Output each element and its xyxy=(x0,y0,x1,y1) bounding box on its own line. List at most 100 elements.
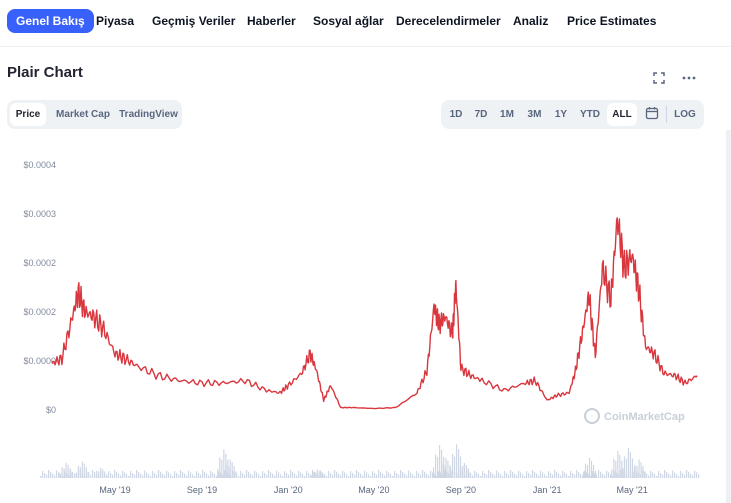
volume-bar xyxy=(227,466,229,478)
volume-bar xyxy=(690,473,692,478)
tab-ratings[interactable]: Derecelendirmeler xyxy=(396,14,501,28)
volume-bar xyxy=(656,476,658,478)
tab-divider xyxy=(0,46,731,47)
volume-bar xyxy=(692,475,694,478)
volume-bar xyxy=(278,472,280,478)
range-1m[interactable]: 1M xyxy=(500,109,514,120)
volume-bar xyxy=(486,474,488,478)
x-tick-label: May '19 xyxy=(99,485,130,495)
volume-bar xyxy=(588,474,590,478)
range-log[interactable]: LOG xyxy=(674,109,696,120)
volume-bar xyxy=(664,470,666,478)
volume-bar xyxy=(418,473,420,478)
volume-bar xyxy=(394,471,396,478)
volume-bar xyxy=(682,473,684,478)
volume-bar xyxy=(506,473,508,478)
volume-bar xyxy=(564,472,566,478)
volume-bar xyxy=(196,471,198,478)
volume-bar xyxy=(615,460,617,478)
volume-bar xyxy=(322,475,324,478)
x-tick-label: Sep '20 xyxy=(446,485,476,495)
volume-bar xyxy=(618,474,620,478)
volume-bar xyxy=(286,473,288,478)
volume-bar xyxy=(192,474,194,478)
volume-bar xyxy=(280,474,282,478)
view-tradingview-tab[interactable]: TradingView xyxy=(119,109,178,120)
volume-bar xyxy=(364,470,366,478)
calendar-icon[interactable] xyxy=(640,103,664,126)
volume-bar xyxy=(223,472,225,478)
volume-bar xyxy=(206,473,208,478)
volume-bar xyxy=(340,475,342,478)
tab-price-estimates[interactable]: Price Estimates xyxy=(567,14,657,28)
volume-bar xyxy=(102,469,104,478)
volume-bar xyxy=(518,470,520,478)
volume-bar xyxy=(408,470,410,478)
volume-bar xyxy=(670,475,672,478)
volume-bar xyxy=(461,468,463,478)
volume-bar xyxy=(694,470,696,478)
volume-bar xyxy=(352,473,354,478)
volume-bar xyxy=(443,465,445,478)
view-market-cap-tab[interactable]: Market Cap xyxy=(56,109,110,120)
volume-bar xyxy=(372,471,374,478)
view-price-tab[interactable]: Price xyxy=(10,103,46,126)
volume-bar xyxy=(606,470,608,478)
volume-bar xyxy=(412,474,414,478)
volume-bar xyxy=(146,472,148,478)
volume-bar xyxy=(231,462,233,478)
volume-bar xyxy=(457,473,459,478)
volume-bar xyxy=(436,476,438,478)
volume-bar xyxy=(246,470,248,478)
volume-bar xyxy=(613,458,615,478)
watermark: CoinMarketCap xyxy=(584,408,685,424)
more-icon[interactable] xyxy=(680,69,698,87)
volume-bar xyxy=(198,473,200,478)
volume-bar xyxy=(588,457,591,478)
range-ytd[interactable]: YTD xyxy=(580,109,600,120)
volume-bar xyxy=(648,475,650,478)
volume-bar xyxy=(316,469,318,478)
volume-bar xyxy=(596,474,598,478)
tab-news[interactable]: Haberler xyxy=(247,14,296,28)
tab-analysis[interactable]: Analiz xyxy=(513,14,549,28)
volume-bar xyxy=(490,471,492,478)
volume-bar xyxy=(698,474,700,478)
volume-bar xyxy=(116,471,118,478)
tab-social[interactable]: Sosyal ağlar xyxy=(313,14,384,28)
range-3m[interactable]: 3M xyxy=(527,109,542,120)
volume-bar xyxy=(200,474,202,478)
volume-bar xyxy=(582,471,585,478)
volume-bar xyxy=(432,467,435,478)
volume-bar xyxy=(270,471,272,478)
range-1y[interactable]: 1Y xyxy=(554,109,568,120)
y-tick-label: $0.0002 xyxy=(23,258,56,268)
volume-bar xyxy=(447,460,449,478)
volume-bar xyxy=(540,470,542,478)
tab-overview[interactable]: Genel Bakış xyxy=(7,9,94,33)
tab-historical-data[interactable]: Geçmiş Veriler xyxy=(152,14,236,28)
y-tick-label: $0.0000 xyxy=(23,356,56,366)
scrollbar[interactable] xyxy=(726,130,731,503)
volume-bar xyxy=(67,465,69,478)
volume-bar xyxy=(294,473,296,478)
fullscreen-icon[interactable] xyxy=(650,69,668,87)
volume-bar xyxy=(320,472,322,478)
volume-bar xyxy=(216,476,218,478)
range-1d[interactable]: 1D xyxy=(449,109,463,120)
volume-bar xyxy=(266,474,268,478)
volume-bar xyxy=(142,475,144,478)
tab-market[interactable]: Piyasa xyxy=(96,14,135,28)
volume-bar xyxy=(476,472,478,478)
range-all[interactable]: ALL xyxy=(607,103,637,126)
volume-bar xyxy=(386,470,388,478)
volume-bar xyxy=(592,471,594,478)
volume-bar xyxy=(258,474,260,478)
volume-bar xyxy=(633,467,636,478)
volume-bar xyxy=(208,475,210,478)
volume-bar xyxy=(674,472,676,478)
volume-bar xyxy=(112,474,114,478)
range-7d[interactable]: 7D xyxy=(474,109,488,120)
volume-bar xyxy=(328,471,330,478)
